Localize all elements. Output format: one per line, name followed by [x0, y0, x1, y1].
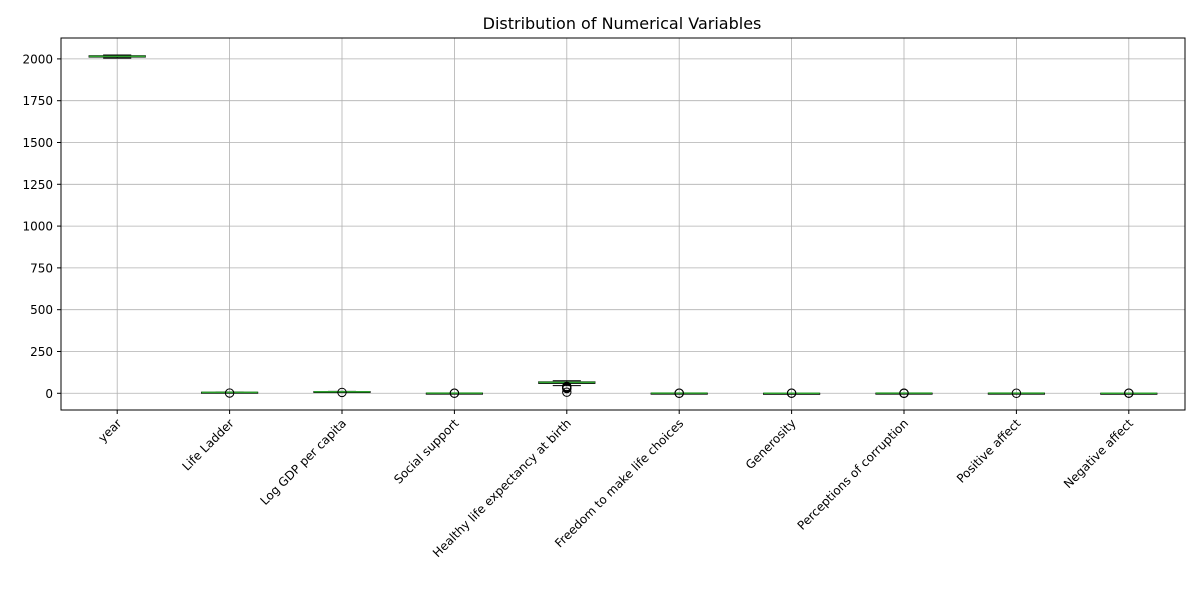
outlier-point	[449, 388, 460, 398]
y-tick-label: 250	[30, 345, 53, 359]
outlier-point	[337, 387, 347, 398]
box-group	[88, 54, 146, 59]
box-group	[313, 387, 371, 398]
x-tick-label: Negative affect	[1061, 416, 1136, 491]
box-group	[875, 388, 933, 398]
x-tick-label: Log GDP per capita	[258, 416, 350, 508]
y-tick-label: 500	[30, 303, 53, 317]
y-tick-label: 1750	[22, 94, 53, 108]
box-group	[201, 388, 259, 398]
axis-layer: 0 250 500 750 1000 1250 1500 1750 2000 year Life L…	[22, 37, 1186, 560]
outlier-point	[899, 388, 909, 398]
x-tick-label: Healthy life expectancy at birth	[430, 416, 574, 560]
box-group	[1100, 388, 1158, 398]
box-group	[425, 388, 483, 398]
outlier-point	[674, 388, 684, 398]
x-tick-label: Positive affect	[954, 416, 1024, 486]
outlier-point	[224, 388, 235, 398]
plot-frame	[60, 37, 1186, 411]
box-group	[650, 388, 708, 398]
x-tick-label: Generosity	[743, 416, 799, 472]
outlier-point	[786, 388, 797, 398]
x-tick-label: Freedom to make life choices	[552, 416, 686, 550]
y-tick-label: 1500	[22, 136, 53, 150]
x-tick-label: year	[95, 416, 124, 445]
box-group	[987, 388, 1045, 398]
outlier-point	[562, 387, 572, 397]
chart-title: Distribution of Numerical Variables	[483, 14, 762, 33]
box-layer	[88, 54, 1158, 398]
outlier-point	[562, 381, 572, 392]
x-tick-label: Perceptions of corruption	[795, 416, 911, 532]
y-tick-label: 2000	[22, 52, 53, 66]
y-tick-label: 1250	[22, 178, 53, 192]
box-group	[538, 380, 596, 397]
x-tick-label: Life Ladder	[179, 416, 236, 473]
outlier-point	[1124, 388, 1134, 398]
y-tick-label: 750	[30, 261, 53, 275]
y-tick-label: 0	[45, 387, 53, 401]
grid-layer	[61, 38, 1185, 410]
box-group	[763, 388, 821, 398]
x-tick-label: Social support	[391, 416, 462, 487]
y-tick-label: 1000	[22, 220, 53, 234]
outlier-point	[1011, 388, 1022, 398]
